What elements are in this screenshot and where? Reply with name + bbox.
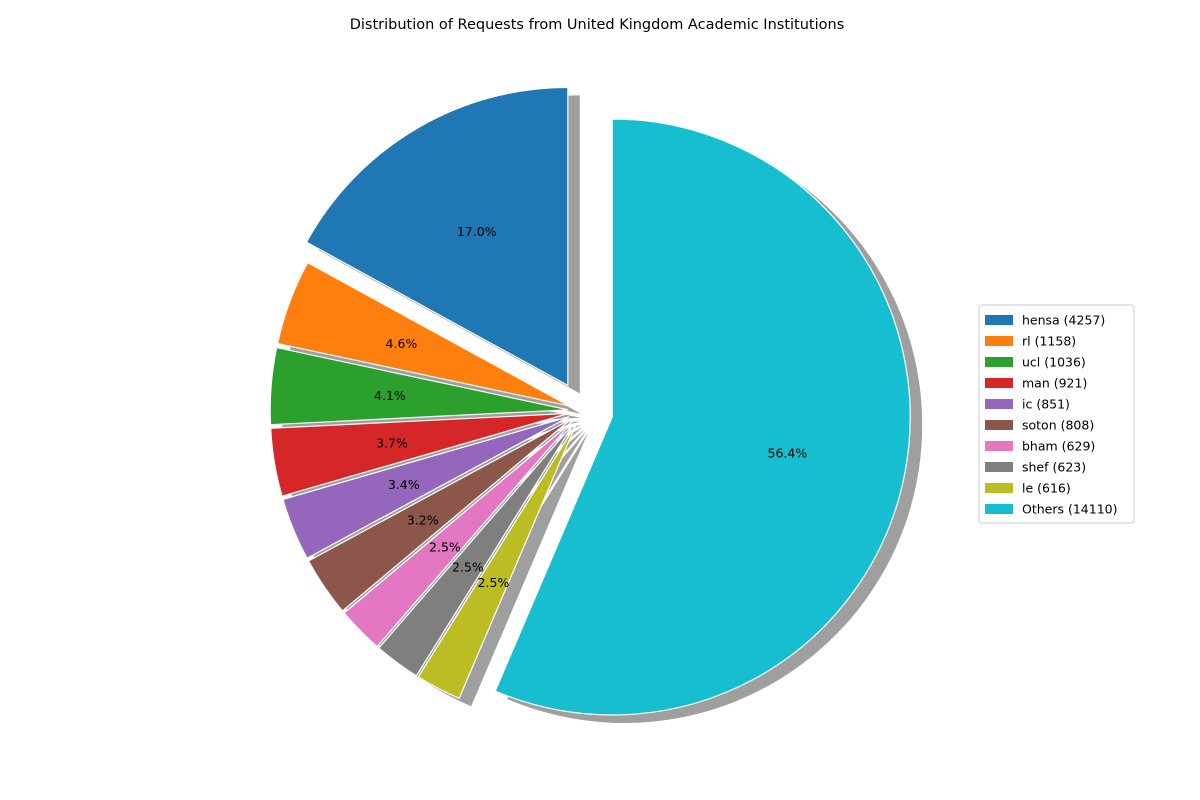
slice-man <box>270 412 569 497</box>
legend-swatch-soton <box>985 420 1013 430</box>
legend-frame <box>978 304 1135 524</box>
legend-swatch-ucl <box>985 357 1013 367</box>
percent-label-shef: 2.5% <box>452 559 484 574</box>
chart-title: Distribution of Requests from United Kin… <box>350 17 845 33</box>
percent-label-bham: 2.5% <box>429 539 461 554</box>
legend-label-ucl: ucl (1036) <box>1022 355 1086 370</box>
slice-others <box>494 118 911 716</box>
legend-label-le: le (616) <box>1022 481 1071 496</box>
slice-le <box>417 423 577 700</box>
legend-label-hensa: hensa (4257) <box>1022 313 1105 328</box>
legend-swatch-le <box>985 483 1013 493</box>
percent-label-ucl: 4.1% <box>374 388 406 403</box>
legend-label-bham: bham (629) <box>1022 439 1095 454</box>
percent-label-ic: 3.4% <box>388 477 420 492</box>
slice-bham <box>343 420 573 648</box>
percent-label-soton: 3.2% <box>407 512 439 527</box>
legend-label-ic: ic (851) <box>1022 397 1070 412</box>
legend-swatch-hensa <box>985 315 1013 325</box>
legend-label-others: Others (14110) <box>1022 502 1118 517</box>
legend-label-soton: soton (808) <box>1022 418 1094 433</box>
legend-label-rl: rl (1158) <box>1022 334 1076 349</box>
legend-swatch-bham <box>985 441 1013 451</box>
slice-hensa <box>305 86 569 387</box>
percent-labels: 17.0%4.6%4.1%3.7%3.4%3.2%2.5%2.5%2.5%56.… <box>374 224 807 590</box>
percent-label-man: 3.7% <box>376 435 408 450</box>
slice-shef <box>378 422 575 677</box>
legend-swatch-man <box>985 378 1013 388</box>
slice-ucl <box>269 346 569 426</box>
slice-soton <box>307 418 572 612</box>
percent-label-hensa: 17.0% <box>457 224 497 239</box>
legend-swatch-others <box>985 504 1013 514</box>
legend-swatch-rl <box>985 336 1013 346</box>
legend-swatch-ic <box>985 399 1013 409</box>
slice-ic <box>282 416 570 560</box>
legend-swatch-shef <box>985 462 1013 472</box>
pie-slices <box>269 86 911 716</box>
legend: hensa (4257) rl (1158) ucl (1036) man (921)… <box>978 304 1135 524</box>
slice-rl <box>276 261 570 407</box>
percent-label-others: 56.4% <box>768 445 808 460</box>
percent-label-rl: 4.6% <box>386 336 418 351</box>
legend-label-man: man (921) <box>1022 376 1087 391</box>
percent-label-le: 2.5% <box>478 575 510 590</box>
legend-label-shef: shef (623) <box>1022 460 1086 475</box>
